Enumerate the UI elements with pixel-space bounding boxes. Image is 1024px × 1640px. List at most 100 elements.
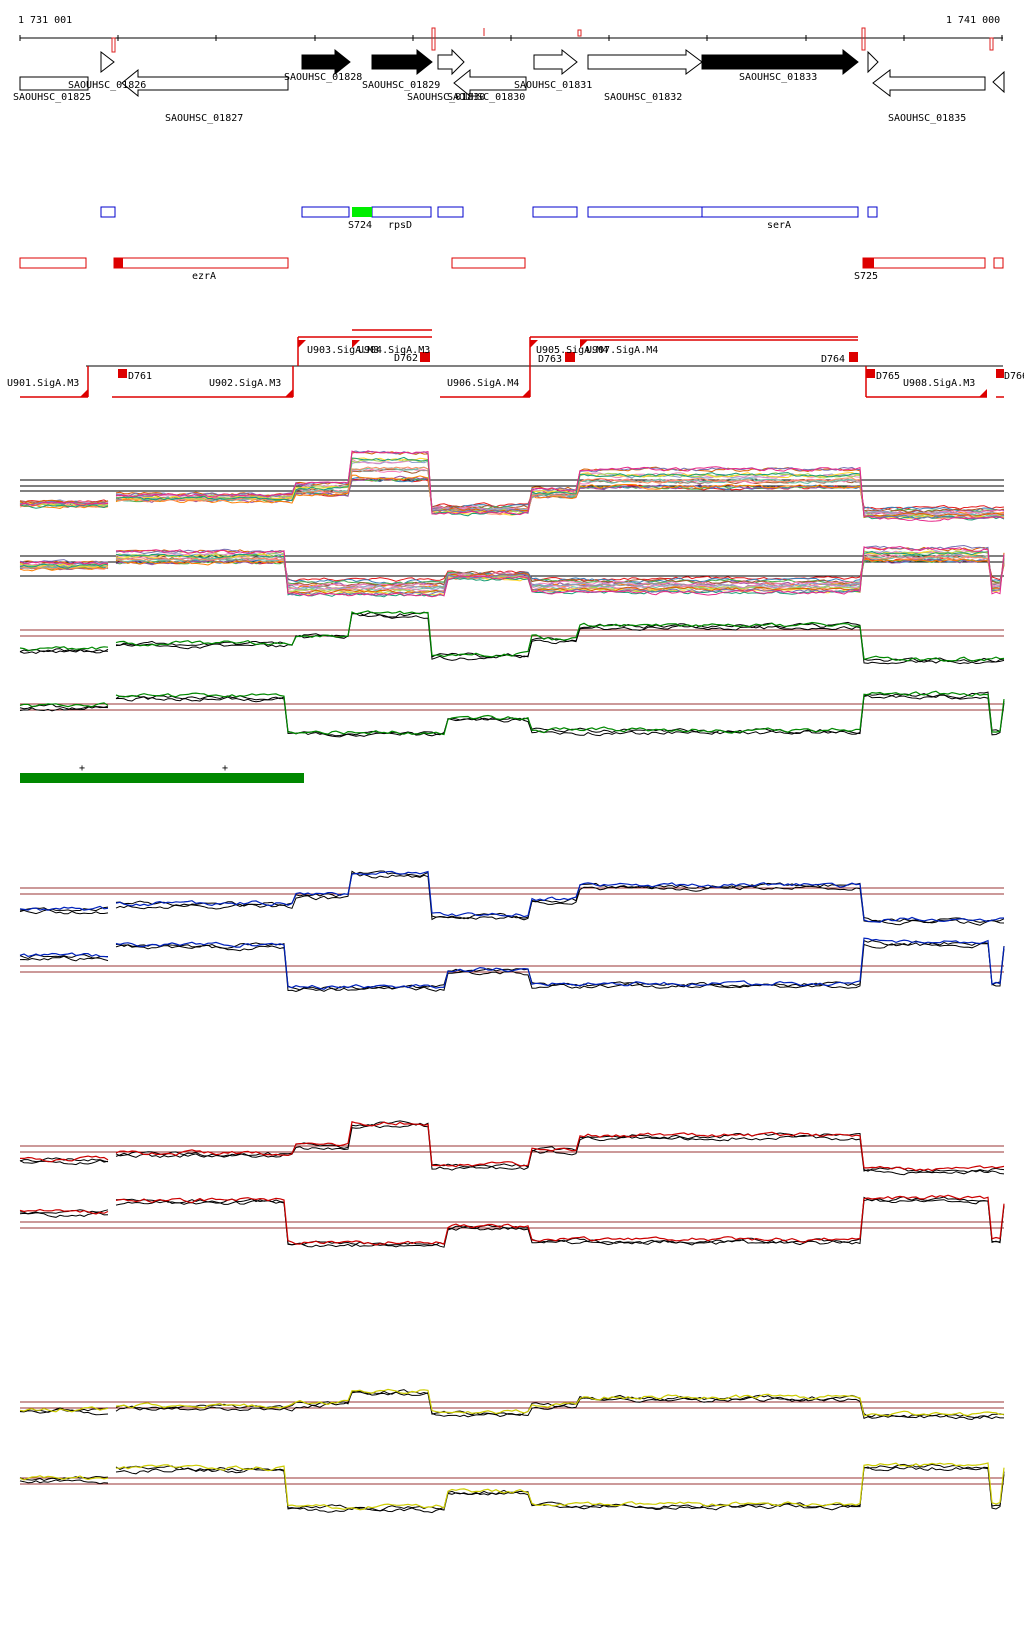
gene-arrow[interactable] — [121, 68, 289, 98]
profile-line — [19, 942, 1005, 993]
profile-line — [19, 1462, 1005, 1511]
gene-label: SAOUHSC_01826 — [68, 80, 146, 91]
profile-line — [19, 1466, 1005, 1514]
feature-label: S725 — [854, 271, 878, 282]
gene-label: SAOUHSC_01831 — [514, 80, 592, 91]
gene-label: SAOUHSC_01827 — [165, 113, 243, 124]
profile-line — [19, 544, 1005, 596]
multi-sample-reverse-track — [19, 544, 1005, 598]
feature-box[interactable] — [437, 206, 464, 218]
profile-line — [19, 694, 1005, 737]
green-reverse-track — [19, 690, 1005, 738]
profile-line — [19, 870, 1005, 924]
gene-arrow[interactable] — [301, 48, 351, 76]
red-feature-track — [19, 257, 1004, 269]
gene-arrow[interactable] — [872, 68, 986, 98]
feature-label: ezrA — [192, 271, 216, 282]
feature-box[interactable] — [867, 206, 878, 218]
transcript-label: U901.SigA.M3 — [7, 378, 79, 389]
profile-line — [19, 1196, 1005, 1246]
profile-line — [19, 1388, 1005, 1417]
red-reverse-track — [19, 1194, 1005, 1248]
transcript-label: D765 — [876, 371, 900, 382]
feature-box[interactable] — [371, 206, 432, 218]
profile-line — [19, 1194, 1005, 1246]
profile-line — [19, 450, 1005, 522]
profile-line — [19, 610, 1005, 662]
profile-line — [19, 872, 1005, 926]
feature-box[interactable] — [113, 257, 289, 269]
gene-arrow[interactable] — [533, 48, 578, 76]
gene-arrow[interactable] — [701, 48, 859, 76]
gene-arrow[interactable] — [867, 50, 879, 74]
feature-box[interactable] — [451, 257, 526, 269]
yellow-forward-track — [19, 1388, 1005, 1421]
profile-line — [19, 1123, 1005, 1176]
profile-line — [19, 611, 1005, 663]
transcript-label: U906.SigA.M4 — [447, 378, 519, 389]
gene-arrow[interactable] — [587, 49, 703, 75]
feature-label: S724 — [348, 220, 372, 231]
gene-label: SAOUHSC_01830 — [447, 92, 525, 103]
gene-arrow[interactable] — [100, 50, 115, 74]
feature-box[interactable] — [301, 206, 350, 218]
profile-line — [19, 937, 1005, 990]
gene-label: SAOUHSC_01825 — [13, 92, 91, 103]
transcript-label: U902.SigA.M3 — [209, 378, 281, 389]
gene-arrow[interactable] — [992, 70, 1005, 94]
feature-label: serA — [767, 220, 791, 231]
transcript-label: D764 — [821, 354, 845, 365]
gene-arrow[interactable] — [19, 76, 89, 91]
multi-sample-forward-track — [19, 450, 1005, 522]
feature-box[interactable] — [993, 257, 1004, 269]
region-bar: + + — [20, 763, 304, 783]
gene-label: SAOUHSC_01832 — [604, 92, 682, 103]
feature-box[interactable] — [532, 206, 578, 218]
feature-box[interactable] — [100, 206, 116, 218]
transcript-label: D766 — [1004, 371, 1024, 382]
profile-line — [19, 545, 1005, 598]
green-forward-track — [19, 610, 1005, 665]
position-ruler: 1 731 001 1 741 000 — [18, 15, 1003, 53]
gene-arrow[interactable] — [371, 48, 433, 76]
profile-line — [19, 939, 1005, 991]
profile-line — [20, 1121, 1005, 1172]
profile-line — [19, 1120, 1005, 1173]
profile-line — [19, 870, 1005, 923]
gene-arrow[interactable] — [437, 48, 465, 76]
feature-start-mark — [863, 258, 874, 268]
profile-line — [19, 690, 1005, 736]
transcript-label: U907.SigA.M4 — [586, 345, 658, 356]
feature-start-mark — [114, 258, 123, 268]
red-forward-track — [19, 1120, 1005, 1176]
green-feature-box[interactable] — [352, 207, 372, 217]
feature-box[interactable] — [587, 206, 703, 218]
transcript-label: U908.SigA.M3 — [903, 378, 975, 389]
transcript-label: U905.SigA.M4 — [536, 345, 608, 356]
profile-line — [19, 550, 1005, 598]
profile-line — [19, 1463, 1005, 1512]
ruler-end-label: 1 741 000 — [946, 15, 1000, 26]
profile-line — [19, 456, 1005, 521]
transcript-label: U903.SigA.M3 — [307, 345, 379, 356]
yellow-reverse-track — [19, 1462, 1005, 1514]
gene-label: SAOUHSC_01835 — [888, 113, 966, 124]
transcript-track: U901.SigA.M3 D761 U902.SigA.M3 U903.SigA… — [7, 329, 1024, 398]
feature-box[interactable] — [701, 206, 859, 218]
gene-label: SAOUHSC_01828 — [284, 72, 362, 83]
gene-label: SAOUHSC_01833 — [739, 72, 817, 83]
feature-box[interactable] — [19, 257, 87, 269]
transcript-label: U904.SigA.M3 — [358, 345, 430, 356]
region-marker: + — [222, 763, 228, 774]
gene-labels: SAOUHSC_01825 SAOUHSC_01826 SAOUHSC_0182… — [13, 72, 966, 124]
feature-label: rpsD — [388, 220, 412, 231]
transcript-label: D763 — [538, 354, 562, 365]
blue-feature-track — [100, 206, 878, 218]
transcript-label: D761 — [128, 371, 152, 382]
gene-arrow[interactable] — [453, 68, 527, 98]
gene-label: SAOUHSC_01829 — [362, 80, 440, 91]
region-bar-fill[interactable] — [20, 773, 304, 783]
ruler-start-label: 1 731 001 — [18, 15, 72, 26]
feature-box[interactable] — [862, 257, 986, 269]
